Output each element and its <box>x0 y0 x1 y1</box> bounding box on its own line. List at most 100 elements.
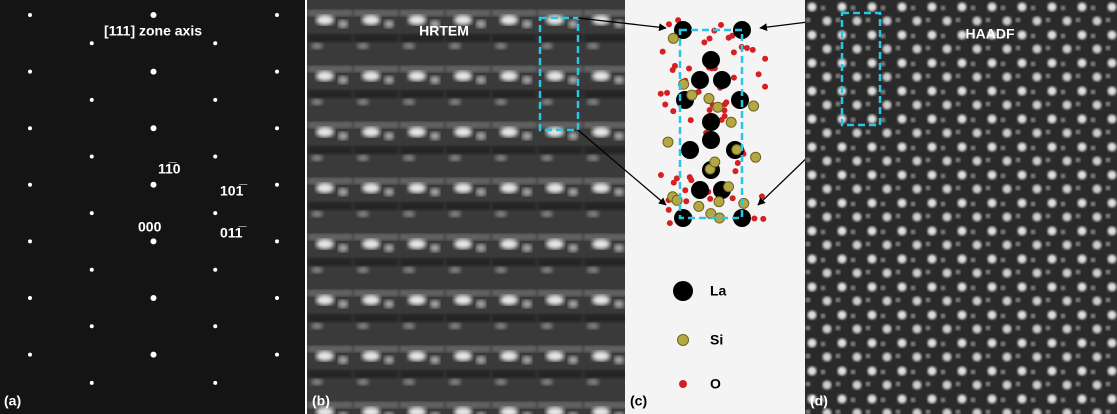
oxygen-atom <box>707 196 713 202</box>
silicon-atom <box>687 90 697 100</box>
legend-marker <box>678 335 689 346</box>
oxygen-atom <box>744 45 750 51</box>
oxygen-atom <box>701 39 707 45</box>
diffraction-spot <box>28 183 32 187</box>
lanthanum-atom <box>681 141 699 159</box>
oxygen-atom <box>722 113 728 119</box>
panel-label: (b) <box>312 393 330 409</box>
diffraction-spot <box>151 238 157 244</box>
diffraction-spot <box>28 296 32 300</box>
silicon-atom <box>713 102 723 112</box>
oxygen-atom <box>664 90 670 96</box>
diffraction-spot <box>275 70 279 74</box>
figure: [111] zone axis 11̅0 101̅ 000 011̅ (a) H… <box>0 0 1117 414</box>
oxygen-atom <box>707 35 713 41</box>
silicon-atom <box>749 101 759 111</box>
legend-label: O <box>710 376 721 392</box>
oxygen-atom <box>751 216 757 222</box>
lanthanum-atom <box>702 113 720 131</box>
oxygen-atom <box>670 108 676 114</box>
diffraction-spot <box>275 296 279 300</box>
lanthanum-atom <box>702 131 720 149</box>
panel-a: [111] zone axis 11̅0 101̅ 000 011̅ (a) <box>0 0 305 414</box>
oxygen-atom <box>731 75 737 81</box>
diffraction-spot <box>275 239 279 243</box>
diffraction-spot <box>28 70 32 74</box>
legend-label: Si <box>710 332 723 348</box>
diffraction-spot <box>213 324 217 328</box>
diffraction-spot <box>275 13 279 17</box>
legend-marker <box>679 380 687 388</box>
diffraction-spot <box>90 324 94 328</box>
oxygen-atom <box>726 35 732 41</box>
diffraction-spot <box>90 381 94 385</box>
diffraction-spot <box>275 353 279 357</box>
oxygen-atom <box>666 21 672 27</box>
silicon-atom <box>710 157 720 167</box>
spot-label: 11̅0 <box>158 161 181 177</box>
diffraction-spot <box>213 268 217 272</box>
diffraction-spot <box>90 211 94 215</box>
oxygen-atom <box>682 187 688 193</box>
oxygen-atom <box>732 168 738 174</box>
diffraction-spot <box>151 125 157 131</box>
oxygen-atom <box>658 172 664 178</box>
diffraction-spot <box>90 268 94 272</box>
haadf-image <box>805 0 1117 414</box>
oxygen-atom <box>667 220 673 226</box>
oxygen-atom <box>762 84 768 90</box>
oxygen-atom <box>750 47 756 53</box>
lanthanum-atom <box>691 71 709 89</box>
diffraction-spot <box>213 211 217 215</box>
diffraction-spot <box>90 98 94 102</box>
panel-title: [111] zone axis <box>104 23 202 39</box>
diffraction-spot <box>28 126 32 130</box>
diffraction-spot <box>28 353 32 357</box>
diffraction-spot <box>151 182 157 188</box>
diffraction-spot <box>90 155 94 159</box>
lanthanum-atom <box>702 51 720 69</box>
oxygen-atom <box>687 174 693 180</box>
diffraction-spot <box>213 155 217 159</box>
diffraction-spot <box>90 41 94 45</box>
diffraction-spot <box>151 69 157 75</box>
oxygen-atom <box>756 71 762 77</box>
diffraction-spot <box>213 98 217 102</box>
diffraction-spot <box>28 13 32 17</box>
diffraction-spot <box>213 381 217 385</box>
legend-marker <box>673 281 693 301</box>
spot-label: 101̅ <box>220 183 247 199</box>
panel-b: HRTEM (b) <box>307 0 625 414</box>
diffraction-spot <box>275 126 279 130</box>
silicon-atom <box>739 198 749 208</box>
diffraction-spot <box>151 352 157 358</box>
oxygen-atom <box>683 198 689 204</box>
silicon-atom <box>694 201 704 211</box>
oxygen-atom <box>671 180 677 186</box>
oxygen-atom <box>731 49 737 55</box>
lanthanum-atom <box>713 71 731 89</box>
lanthanum-atom <box>731 91 749 109</box>
panel-d: HAADF (d) <box>805 0 1117 414</box>
lanthanum-atom <box>691 181 709 199</box>
silicon-atom <box>751 152 761 162</box>
oxygen-atom <box>672 63 678 69</box>
spot-label: 000 <box>138 219 162 235</box>
diffraction-spot <box>151 12 157 18</box>
silicon-atom <box>668 33 678 43</box>
oxygen-atom <box>688 117 694 123</box>
oxygen-atom <box>730 195 736 201</box>
panel-title: HAADF <box>966 26 1015 42</box>
panel-label: (c) <box>630 393 647 409</box>
oxygen-atom <box>723 99 729 105</box>
diffraction-spot <box>151 295 157 301</box>
oxygen-atom <box>762 56 768 62</box>
diffraction-spot <box>275 183 279 187</box>
silicon-atom <box>714 197 724 207</box>
oxygen-atom <box>760 216 766 222</box>
oxygen-atom <box>707 107 713 113</box>
diffraction-spot <box>28 239 32 243</box>
diffraction-spot <box>213 41 217 45</box>
silicon-atom <box>663 137 673 147</box>
oxygen-atom <box>660 49 666 55</box>
